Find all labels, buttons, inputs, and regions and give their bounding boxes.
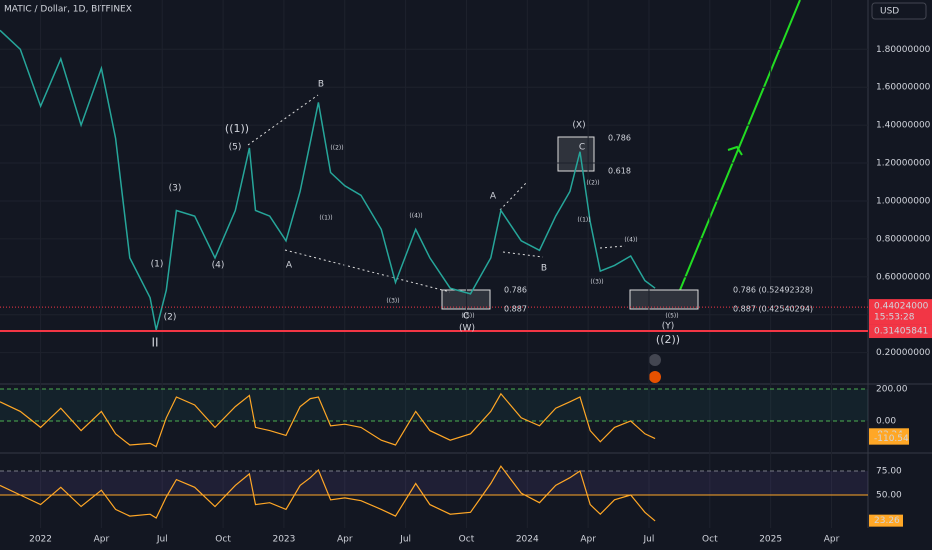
rsi-line	[0, 465, 656, 522]
projection-arrow	[679, 0, 801, 291]
currency-button[interactable]	[871, 2, 927, 20]
price-label: 1.40000000	[876, 121, 931, 131]
wave-annotation: ((1))	[577, 217, 590, 224]
time-label: Apr	[337, 535, 353, 545]
price-label: 0.60000000	[876, 272, 931, 282]
price-label: 1.80000000	[876, 45, 931, 55]
time-label: Oct	[702, 535, 718, 545]
wave-annotation: ((4))	[409, 213, 422, 220]
rsi-label: 75.00	[876, 466, 902, 476]
wave-annotation: ((5))	[461, 313, 474, 320]
wave-annotation: 0.786	[504, 286, 527, 295]
wave-annotation: A	[286, 261, 293, 271]
price-label: 1.60000000	[876, 83, 931, 93]
wave-annotation: (X)	[572, 121, 585, 131]
countdown: 15:53:28	[874, 313, 915, 323]
osc-badge	[869, 432, 909, 445]
wave-annotation: 0.786	[608, 134, 631, 143]
time-label: Apr	[580, 535, 596, 545]
wave-annotation: (4)	[212, 261, 225, 271]
wave-annotation: 0.887	[504, 305, 527, 314]
osc-line	[0, 392, 656, 448]
wave-annotation: 0.887 (0.42540294)	[733, 305, 813, 314]
wave-annotation: (2)	[164, 313, 177, 323]
time-label: Oct	[215, 535, 231, 545]
wave-annotation: A	[490, 192, 497, 202]
wave-line	[247, 94, 319, 146]
wave-annotation: ((1))	[225, 122, 249, 135]
symbol-title: MATIC / Dollar, 1D, BITFINEX	[4, 5, 132, 15]
time-label: 2025	[759, 535, 782, 545]
event-icon[interactable]	[649, 354, 661, 366]
wave-annotation: 0.786 (0.52492328)	[733, 286, 813, 295]
price-label: 0.20000000	[876, 348, 931, 358]
wave-annotation: ((1))	[319, 215, 332, 222]
support-label: 0.31405841	[874, 327, 928, 337]
time-label: 2024	[516, 535, 539, 545]
wave-annotation: B	[318, 80, 324, 90]
rsi-label: 50.00	[876, 490, 902, 500]
price-label: 1.00000000	[876, 196, 931, 206]
wave-annotation: ((3))	[386, 298, 399, 305]
wave-annotation: ((4))	[624, 237, 637, 244]
time-label: Apr	[94, 535, 110, 545]
wave-annotation: B	[541, 264, 547, 274]
wave-annotation: ((2))	[656, 333, 680, 346]
wave-annotation: (W)	[459, 324, 475, 334]
support-badge	[869, 324, 932, 339]
rsi-band	[0, 470, 868, 495]
arrow-head	[727, 145, 743, 156]
rsi-last: 23.26	[874, 516, 900, 526]
osc-label: 0.00	[876, 416, 896, 426]
wave-line	[599, 245, 626, 249]
osc-last: -110.54	[874, 434, 909, 444]
time-label: Oct	[459, 535, 475, 545]
last-price-label: 0.44024000	[874, 302, 929, 312]
currency[interactable]: USD	[880, 7, 899, 17]
wave-annotation: ((3))	[590, 279, 603, 286]
osc-band	[0, 388, 868, 421]
wave-line	[502, 251, 544, 258]
wave-annotation: ((5))	[665, 313, 678, 320]
event-icon[interactable]	[649, 371, 661, 383]
time-label: Jul	[643, 535, 655, 545]
wave-annotation: (Y)	[662, 322, 675, 332]
rsi-badge	[869, 514, 903, 527]
last-price-badge	[869, 299, 932, 325]
wave-line	[499, 181, 528, 211]
time-label: Jul	[156, 535, 168, 545]
time-label: Jul	[399, 535, 411, 545]
wave-annotation: C	[463, 312, 469, 322]
wave-annotation: II	[151, 336, 158, 350]
price-label: 0.80000000	[876, 234, 931, 244]
wave-annotation: ((2))	[586, 180, 599, 187]
wave-annotation: 0.618	[608, 167, 631, 176]
wave-line	[284, 249, 451, 293]
wave-annotation: (3)	[169, 184, 182, 194]
time-label: 2022	[29, 535, 52, 545]
wave-annotation: ((2))	[330, 145, 343, 152]
wave-annotation: (5)	[229, 143, 242, 153]
fib-box	[629, 289, 699, 310]
wave-annotation: (1)	[151, 260, 164, 270]
price-label: 1.20000000	[876, 159, 931, 169]
wave-annotation: C	[579, 143, 585, 153]
time-label: 2023	[272, 535, 295, 545]
price-line	[0, 29, 656, 331]
time-label: Apr	[824, 535, 840, 545]
osc-label: 200.00	[876, 384, 908, 394]
